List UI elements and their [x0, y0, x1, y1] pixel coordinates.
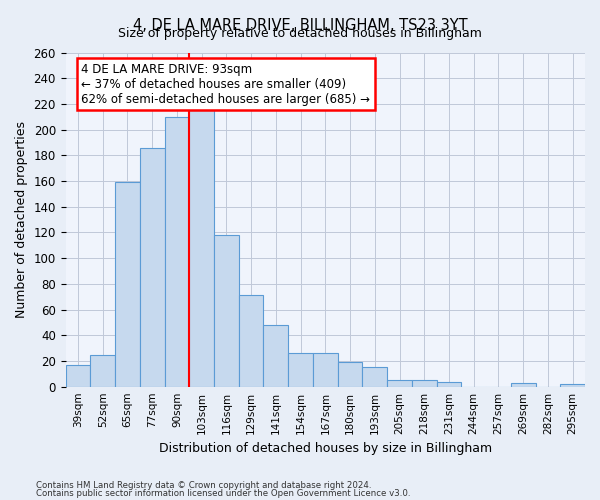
Text: 4 DE LA MARE DRIVE: 93sqm
← 37% of detached houses are smaller (409)
62% of semi: 4 DE LA MARE DRIVE: 93sqm ← 37% of detac…	[81, 62, 370, 106]
Bar	[91, 354, 115, 386]
Bar	[560, 384, 585, 386]
Bar	[164, 117, 190, 386]
Bar	[190, 110, 214, 386]
Bar	[437, 382, 461, 386]
Bar	[239, 296, 263, 386]
Bar	[214, 235, 239, 386]
Bar	[263, 325, 288, 386]
Y-axis label: Number of detached properties: Number of detached properties	[15, 121, 28, 318]
Bar	[511, 383, 536, 386]
Bar	[338, 362, 362, 386]
Bar	[313, 354, 338, 386]
Bar	[65, 365, 91, 386]
Bar	[362, 368, 387, 386]
Text: Contains public sector information licensed under the Open Government Licence v3: Contains public sector information licen…	[36, 489, 410, 498]
Bar	[140, 148, 164, 386]
Text: 4, DE LA MARE DRIVE, BILLINGHAM, TS23 3YT: 4, DE LA MARE DRIVE, BILLINGHAM, TS23 3Y…	[133, 18, 467, 32]
Bar	[288, 354, 313, 386]
Bar	[387, 380, 412, 386]
Text: Size of property relative to detached houses in Billingham: Size of property relative to detached ho…	[118, 28, 482, 40]
Text: Contains HM Land Registry data © Crown copyright and database right 2024.: Contains HM Land Registry data © Crown c…	[36, 480, 371, 490]
Bar	[115, 182, 140, 386]
X-axis label: Distribution of detached houses by size in Billingham: Distribution of detached houses by size …	[159, 442, 492, 455]
Bar	[412, 380, 437, 386]
